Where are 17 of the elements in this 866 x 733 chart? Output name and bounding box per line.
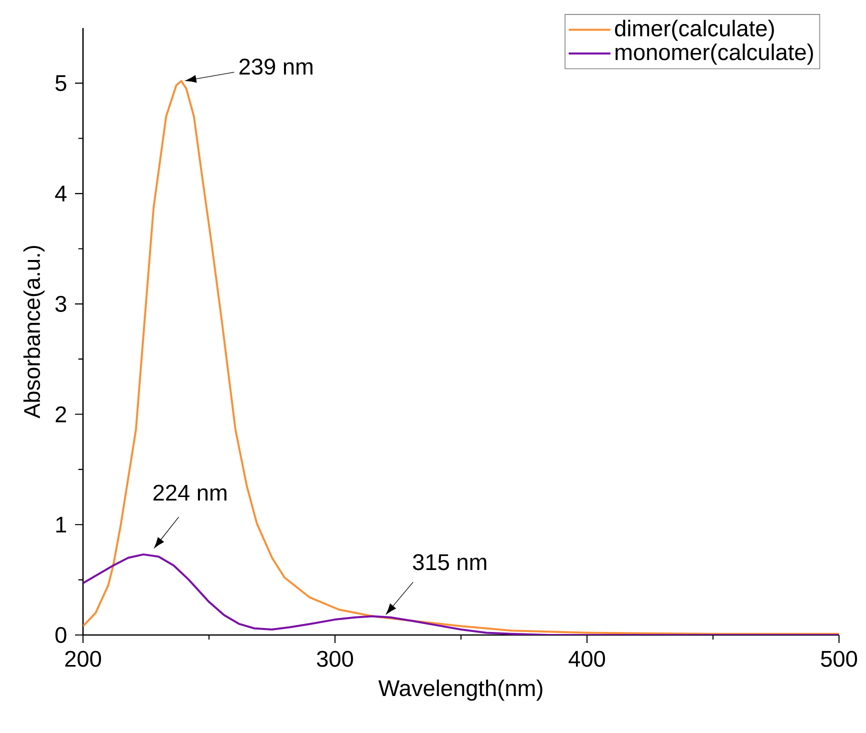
legend-label: monomer(calculate) bbox=[616, 44, 813, 65]
x-tick-label: 400 bbox=[568, 650, 606, 667]
annotation: 239 nm bbox=[239, 58, 312, 75]
y-axis-title: Absorbance(a.u.) bbox=[23, 246, 45, 418]
annotation: 224 nm bbox=[153, 484, 226, 501]
y-tick-label: 0 bbox=[55, 626, 66, 644]
annotation: 315 nm bbox=[412, 554, 486, 570]
x-tick-label: 500 bbox=[821, 650, 858, 667]
y-tick-label: 1 bbox=[56, 516, 66, 532]
y-tick-label: 2 bbox=[56, 406, 66, 422]
y-tick-label: 3 bbox=[55, 296, 66, 312]
legend-label: dimer(calculate) bbox=[615, 20, 774, 41]
x-tick-label: 300 bbox=[316, 650, 354, 667]
y-tick-label: 4 bbox=[55, 186, 67, 202]
x-tick-label: 200 bbox=[65, 650, 102, 667]
x-axis-title: Wavelength(nm) bbox=[378, 680, 542, 701]
y-tick-label: 5 bbox=[55, 75, 66, 92]
